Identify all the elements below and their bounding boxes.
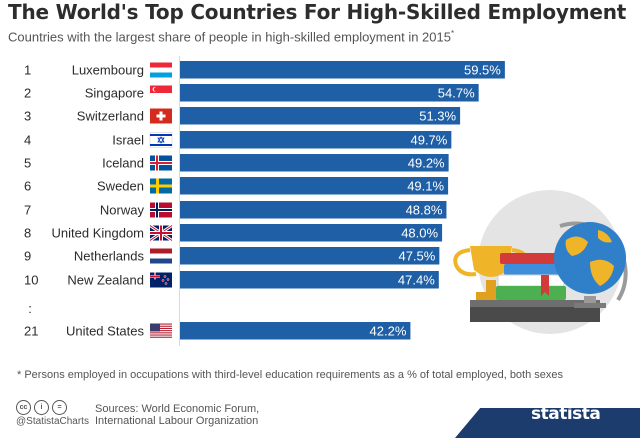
subtitle-footnote-marker: * xyxy=(450,29,455,38)
value-label-norway: 48.8% xyxy=(406,202,443,217)
statista-handle: @StatistaCharts xyxy=(16,416,89,427)
bar-chart: 1 Luxembourg 59.5% 2 Singapore 54.7% 3 Switzerl… xyxy=(24,56,628,346)
country-label-sweden: Sweden xyxy=(97,178,144,193)
footnote: * Persons employed in occupations with t… xyxy=(17,369,564,381)
bar-iceland xyxy=(180,154,449,172)
rank-label: 21 xyxy=(24,323,38,338)
license-icons: cc i = xyxy=(16,400,67,415)
value-label-united-states: 42.2% xyxy=(370,323,407,338)
rank-label: 3 xyxy=(24,108,31,123)
value-label-new-zealand: 47.4% xyxy=(398,272,435,287)
united-kingdom-flag-icon xyxy=(149,224,173,242)
subtitle-text: Countries with the largest share of peop… xyxy=(8,29,451,45)
luxembourg-flag-icon xyxy=(150,62,172,78)
bar-norway xyxy=(180,201,447,219)
bar-united-states xyxy=(180,322,411,340)
chart-title: The World's Top Countries For High-Skill… xyxy=(8,0,627,24)
value-label-netherlands: 47.5% xyxy=(398,248,435,263)
country-label-israel: Israel xyxy=(112,132,144,147)
bar-israel xyxy=(180,131,452,149)
value-label-united-kingdom: 48.0% xyxy=(401,225,438,240)
country-label-new-zealand: New Zealand xyxy=(67,272,144,287)
bar-new-zealand xyxy=(180,271,439,289)
iceland-flag-icon xyxy=(150,155,172,171)
bar-netherlands xyxy=(180,247,440,265)
country-label-united-states: United States xyxy=(66,323,145,338)
bar-singapore xyxy=(180,84,479,102)
value-label-israel: 49.7% xyxy=(410,132,447,147)
sweden-flag-icon xyxy=(150,178,172,194)
singapore-flag-icon xyxy=(150,85,172,101)
israel-flag-icon xyxy=(149,132,173,148)
netherlands-flag-icon xyxy=(150,248,172,264)
value-label-sweden: 49.1% xyxy=(407,178,444,193)
statista-logo[interactable]: statista xyxy=(531,404,601,424)
country-label-luxembourg: Luxembourg xyxy=(72,62,144,77)
sources-line-2: International Labour Organization xyxy=(95,415,259,427)
trophy-books-globe-illustration xyxy=(453,190,628,334)
bar-switzerland xyxy=(180,107,461,125)
sources: Sources: World Economic Forum, Internati… xyxy=(95,403,259,427)
country-label-switzerland: Switzerland xyxy=(77,108,144,123)
country-label-singapore: Singapore xyxy=(85,85,144,100)
country-label-norway: Norway xyxy=(100,202,145,217)
united-states-flag-icon xyxy=(150,323,172,339)
chart-subtitle: Countries with the largest share of peop… xyxy=(8,26,454,45)
nd-icon: = xyxy=(52,400,67,415)
rank-label: 10 xyxy=(24,272,38,287)
rank-label: 5 xyxy=(24,155,31,170)
value-label-luxembourg: 59.5% xyxy=(464,62,501,77)
value-label-switzerland: 51.3% xyxy=(419,108,456,123)
gap-marker: : xyxy=(28,301,32,316)
rank-label: 9 xyxy=(24,248,31,263)
chart-rows: 1 Luxembourg 59.5% 2 Singapore 54.7% 3 Switzerl… xyxy=(24,61,505,340)
norway-flag-icon xyxy=(150,202,172,218)
cc-icon: cc xyxy=(16,400,31,415)
country-label-united-kingdom: United Kingdom xyxy=(52,225,145,240)
rank-label: 6 xyxy=(24,178,31,193)
sources-line-1: Sources: World Economic Forum, xyxy=(95,403,260,415)
country-label-netherlands: Netherlands xyxy=(74,248,145,263)
rank-label: 7 xyxy=(24,202,31,217)
rank-label: 2 xyxy=(24,85,31,100)
bar-sweden xyxy=(180,177,449,195)
new-zealand-flag-icon xyxy=(150,272,172,288)
by-icon: i xyxy=(34,400,49,415)
rank-label: 4 xyxy=(24,132,31,147)
bar-united-kingdom xyxy=(180,224,443,242)
rank-label: 8 xyxy=(24,225,31,240)
rank-label: 1 xyxy=(24,62,31,77)
switzerland-flag-icon xyxy=(150,108,172,124)
value-label-singapore: 54.7% xyxy=(438,85,475,100)
value-label-iceland: 49.2% xyxy=(408,155,445,170)
country-label-iceland: Iceland xyxy=(102,155,144,170)
bar-luxembourg xyxy=(180,61,505,79)
